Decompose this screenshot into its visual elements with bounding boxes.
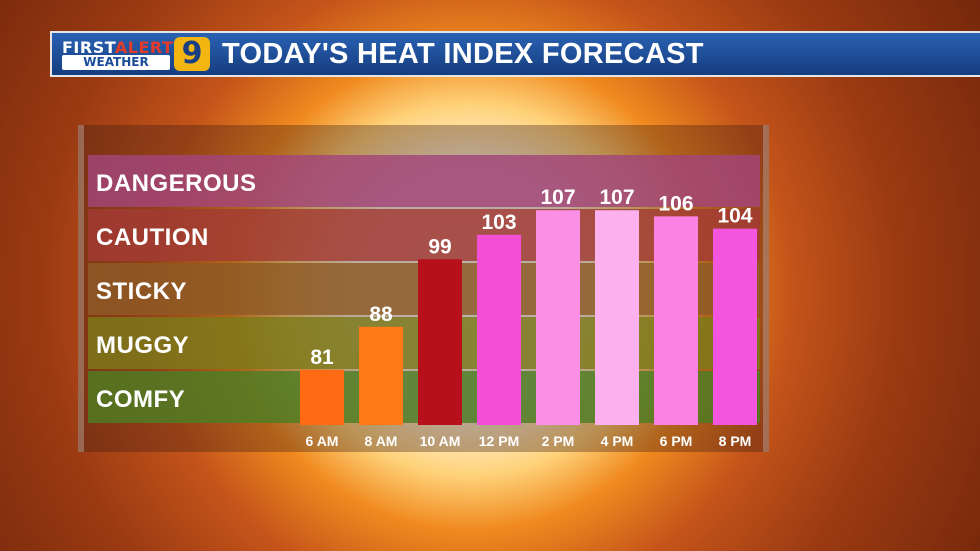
- bar-8-pm: [713, 228, 757, 425]
- bar-6-am: [300, 369, 344, 425]
- value-label: 106: [658, 192, 693, 215]
- category-label: 10 AM: [420, 433, 461, 449]
- logo-alert-text: ALERT: [114, 38, 174, 57]
- channel-9-logo: 9: [174, 37, 210, 71]
- heat-index-chart: COMFY MUGGY STICKY CAUTION DANGEROUS 81 88 99 1…: [88, 155, 760, 449]
- category-label: 8 PM: [719, 433, 752, 449]
- category-label: 4 PM: [601, 433, 634, 449]
- band-label-sticky: STICKY: [96, 278, 187, 305]
- page-title: TODAY'S HEAT INDEX FORECAST: [222, 38, 704, 70]
- category-label: 8 AM: [365, 433, 398, 449]
- value-label: 104: [717, 205, 752, 228]
- category-label: 6 PM: [660, 433, 693, 449]
- bar-6-pm: [654, 216, 698, 425]
- category-label: 12 PM: [479, 433, 519, 449]
- value-label: 99: [428, 235, 451, 258]
- value-label: 88: [369, 303, 393, 326]
- band-caution: [88, 209, 760, 261]
- bar-10-am: [418, 259, 462, 425]
- bar-2-pm: [536, 210, 580, 425]
- header-banner: FIRSTALERT WEATHER 9 TODAY'S HEAT INDEX …: [50, 31, 980, 77]
- band-label-dangerous: DANGEROUS: [96, 170, 257, 197]
- band-label-muggy: MUGGY: [96, 332, 189, 359]
- first-alert-weather-logo: FIRSTALERT WEATHER 9: [56, 36, 216, 72]
- value-label: 103: [481, 211, 516, 234]
- band-label-comfy: COMFY: [96, 386, 185, 413]
- value-label: 107: [599, 186, 634, 209]
- logo-first-text: FIRST: [62, 38, 115, 57]
- chart-panel: COMFY MUGGY STICKY CAUTION DANGEROUS 81 88 99 1…: [78, 125, 769, 452]
- category-label: 2 PM: [542, 433, 575, 449]
- category-label: 6 AM: [306, 433, 339, 449]
- logo-weather-text: WEATHER: [62, 55, 170, 70]
- bar-4-pm: [595, 210, 639, 425]
- band-label-caution: CAUTION: [96, 224, 209, 251]
- bar-12-pm: [477, 234, 521, 425]
- value-label: 81: [310, 346, 334, 369]
- value-label: 107: [540, 186, 575, 209]
- bar-8-am: [359, 326, 403, 425]
- band-dangerous: [88, 155, 760, 207]
